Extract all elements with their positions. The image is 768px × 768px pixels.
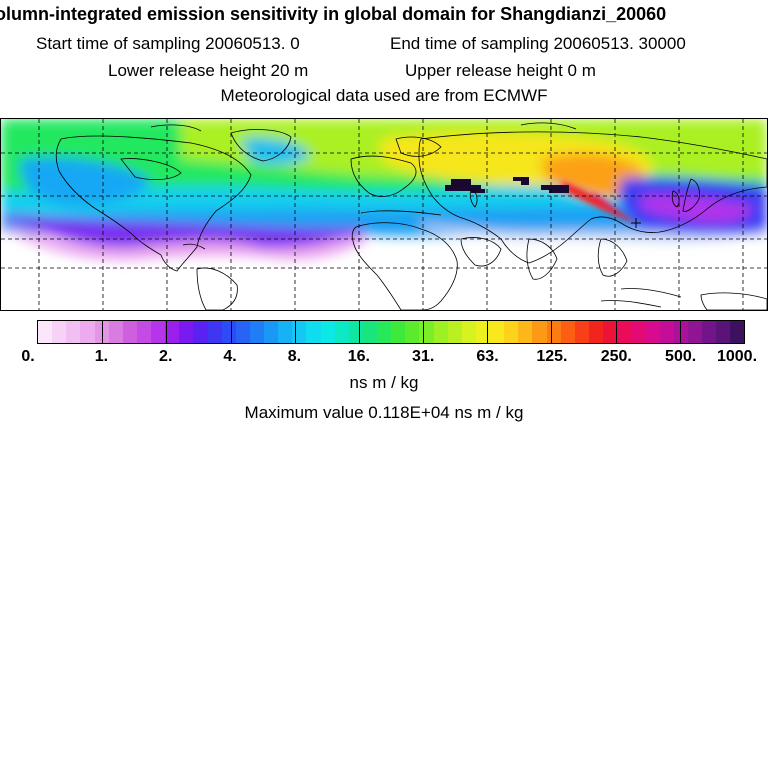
colorbar-tick	[679, 321, 681, 343]
colorbar-segment	[631, 321, 646, 343]
colorbar-segment	[461, 321, 476, 343]
colorbar-tick	[166, 321, 168, 343]
met-data-label: Meteorological data used are from ECMWF	[220, 86, 548, 105]
start-time-label: Start time of sampling 20060513. 0	[36, 34, 300, 53]
colorbar-segment	[716, 321, 731, 343]
colorbar-tick-label: 8.	[287, 348, 302, 365]
colorbar-segment	[588, 321, 603, 343]
colorbar-segment	[574, 321, 589, 343]
colorbar-segment	[193, 321, 208, 343]
plume	[561, 181, 636, 223]
colorbar-tick-label: 1000.	[716, 348, 758, 365]
lower-release-height-label: Lower release height 20 m	[108, 61, 309, 80]
colorbar-segment	[490, 321, 505, 343]
colorbar-segment	[249, 321, 264, 343]
colorbar-tick-label: 63.	[476, 348, 499, 365]
colorbar-segment	[518, 321, 533, 343]
colorbar-segment	[687, 321, 702, 343]
colorbar-segment	[264, 321, 279, 343]
colorbar-segment	[546, 321, 561, 343]
colorbar-segment	[447, 321, 462, 343]
colorbar-tick-label: 250.	[600, 348, 632, 365]
colorbar-tick	[294, 321, 296, 343]
colorbar-segment	[38, 321, 53, 343]
colorbar-segment	[377, 321, 392, 343]
colorbar-tick	[230, 321, 232, 343]
colorbar-segment	[334, 321, 349, 343]
high-value-clusters	[445, 177, 569, 193]
end-time-label: End time of sampling 20060513. 30000	[390, 34, 686, 53]
colorbar-segment	[165, 321, 180, 343]
plot-title: olumn-integrated emission sensitivity in…	[0, 4, 667, 24]
colorbar-segment	[278, 321, 293, 343]
colorbar	[37, 320, 745, 344]
colorbar-segment	[603, 321, 618, 343]
colorbar-segment	[108, 321, 123, 343]
colorbar-segment	[532, 321, 547, 343]
emission-sensitivity-map	[0, 118, 768, 311]
colorbar-tick	[423, 321, 425, 343]
colorbar-segment	[66, 321, 81, 343]
colorbar-segment	[560, 321, 575, 343]
colorbar-tick-label: 0.	[21, 348, 35, 365]
colorbar-segment	[179, 321, 194, 343]
colorbar-segment	[391, 321, 406, 343]
colorbar-tick-label: 125.	[536, 348, 568, 365]
colorbar-segment	[221, 321, 236, 343]
colorbar-segment	[306, 321, 321, 343]
colorbar-segment	[433, 321, 448, 343]
colorbar-segment	[348, 321, 363, 343]
colorbar-tick	[102, 321, 104, 343]
colorbar-segment	[94, 321, 109, 343]
colorbar-unit-label: ns m / kg	[349, 373, 419, 392]
colorbar-segment	[136, 321, 151, 343]
colorbar-tick-label: 16.	[347, 348, 370, 365]
colorbar-segment	[617, 321, 632, 343]
colorbar-segment	[419, 321, 434, 343]
colorbar-segment	[645, 321, 660, 343]
colorbar-segment	[235, 321, 250, 343]
colorbar-segment	[475, 321, 490, 343]
colorbar-tick-label: 31.	[412, 348, 435, 365]
colorbar-tick	[615, 321, 617, 343]
colorbar-tick-label: 500.	[665, 348, 697, 365]
colorbar-tick-label: 4.	[223, 348, 237, 365]
colorbar-tick	[487, 321, 489, 343]
colorbar-tick	[551, 321, 553, 343]
colorbar-segment	[52, 321, 67, 343]
colorbar-segment	[320, 321, 335, 343]
receptor-marker	[631, 218, 641, 228]
graticule	[1, 119, 767, 310]
colorbar-tick-label: 1.	[94, 348, 109, 365]
maximum-value-label: Maximum value 0.118E+04 ns m / kg	[244, 403, 524, 422]
colorbar-segment	[405, 321, 420, 343]
colorbar-tick-label: 2.	[159, 348, 173, 365]
colorbar-segment	[659, 321, 674, 343]
colorbar-segment	[701, 321, 716, 343]
colorbar-segment	[730, 321, 745, 343]
colorbar-segment	[207, 321, 222, 343]
upper-release-height-label: Upper release height 0 m	[405, 61, 596, 80]
colorbar-segment	[151, 321, 166, 343]
coastlines	[55, 122, 767, 310]
colorbar-segment	[362, 321, 377, 343]
colorbar-segment	[80, 321, 95, 343]
colorbar-segment	[292, 321, 307, 343]
colorbar-tick	[358, 321, 360, 343]
colorbar-segment	[504, 321, 519, 343]
colorbar-segment	[122, 321, 137, 343]
